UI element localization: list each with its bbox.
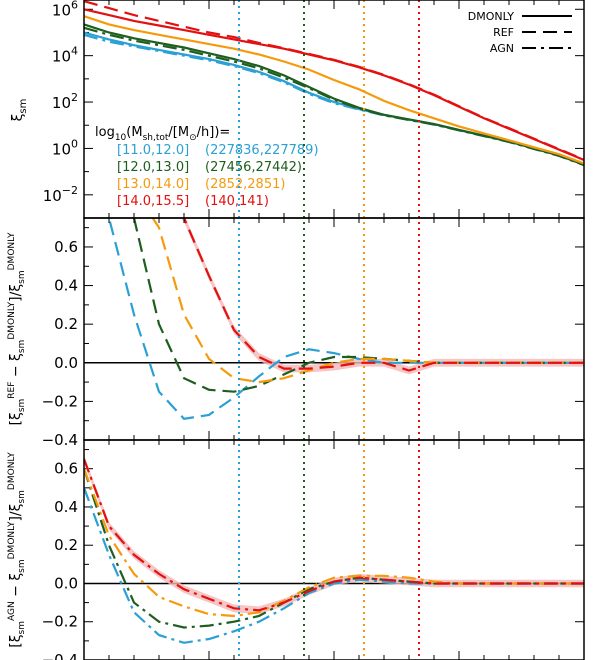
ylabel-sup: AGN xyxy=(7,601,17,621)
y-tick-label: 10−2 xyxy=(43,184,78,205)
ylabel-sub: sm xyxy=(17,270,27,283)
y-tick-label: 0.0 xyxy=(54,574,78,592)
ylabel-div: ]/ξ xyxy=(8,284,24,302)
middle-panel: 0.60.40.20.0−0.2−0.4[ξsmREF − ξsmDMONLY]… xyxy=(7,218,584,449)
residual-line-bin2 xyxy=(84,468,584,618)
legend-label-dmonly: DMONLY xyxy=(468,10,515,23)
ylabel-open: [ξ xyxy=(8,412,24,425)
title-log: log xyxy=(95,125,115,140)
vertical-markers xyxy=(238,0,420,660)
ylabel-open: [ξ xyxy=(8,634,24,647)
mass-bin-range: [13.0,14.0] xyxy=(117,177,189,192)
y-tick-label: −0.4 xyxy=(42,651,78,660)
title-end: /h])= xyxy=(197,125,231,140)
panel-frame xyxy=(83,217,585,441)
y-tick-label: 0.4 xyxy=(54,498,78,516)
tick-exponent: 0 xyxy=(71,137,78,150)
ylabel-sup: DMONLY xyxy=(7,301,17,339)
panel-frame xyxy=(83,439,585,660)
ylabel-sup: DMONLY xyxy=(7,232,17,270)
y-tick-label: 0.6 xyxy=(54,460,78,478)
error-band-bin3 xyxy=(84,455,584,615)
tick-exponent: −2 xyxy=(62,184,78,197)
y-tick-label: −0.2 xyxy=(42,613,78,631)
ylabel-sup: REF xyxy=(7,382,17,399)
ylabel-sub: sm xyxy=(17,559,27,572)
ylabel-minus: − ξ xyxy=(8,573,24,601)
series-line-agn-bin0 xyxy=(83,33,585,167)
tick-base: 10 xyxy=(43,187,62,205)
y-axis-label: [ξsmREF − ξsmDMONLY]/ξsmDMONLY xyxy=(7,232,27,425)
tick-base: 10 xyxy=(52,48,71,66)
residual-line-bin2 xyxy=(151,218,584,384)
tick-exponent: 4 xyxy=(71,45,78,58)
y-tick-label: 102 xyxy=(52,91,78,112)
tick-base: 10 xyxy=(52,1,71,19)
ylabel-sub: sm xyxy=(17,490,27,503)
mass-legend-title: log10(Msh,tot/[M⊙/h])= xyxy=(95,125,230,143)
ylabel-sub: sm xyxy=(17,399,27,412)
ylabel-minus: − ξ xyxy=(8,353,24,381)
bottom-panel: 0.60.40.20.0−0.2−0.4[ξsmAGN − ξsmDMONLY]… xyxy=(7,449,584,660)
title-mass: (M xyxy=(126,125,142,140)
tick-exponent: 2 xyxy=(71,91,78,104)
y-tick-label: −0.4 xyxy=(42,431,78,449)
tick-base: 10 xyxy=(52,94,71,112)
ylabel-div: ]/ξ xyxy=(8,504,24,522)
mass-bin-counts: (2852,2851) xyxy=(205,177,285,192)
ylabel-sup: DMONLY xyxy=(7,521,17,559)
y-axis-label-main: ξ xyxy=(10,114,26,122)
y-axis-label-sub: sm xyxy=(18,99,29,114)
y-tick-label: −0.2 xyxy=(42,392,78,410)
series-line-ref-bin3 xyxy=(83,0,585,161)
top-panel: 10610410210010−2ξsmDMONLYREFAGNlog10(Msh… xyxy=(10,0,585,209)
y-tick-label: 0.2 xyxy=(54,315,78,333)
legend-label-ref: REF xyxy=(493,26,514,39)
y-tick-label: 104 xyxy=(52,45,78,66)
title-unit: /[M xyxy=(168,125,189,140)
y-tick-label: 106 xyxy=(52,0,78,19)
mass-bin-counts: (140,141) xyxy=(205,194,269,209)
mass-bin-range: [14.0,15.5] xyxy=(117,194,189,209)
tick-exponent: 6 xyxy=(71,0,78,11)
residual-line-bin0 xyxy=(84,487,584,644)
residual-line-bin1 xyxy=(84,468,584,629)
ylabel-sub: sm xyxy=(17,340,27,353)
mass-bin-counts: (27456,27442) xyxy=(205,160,302,175)
y-tick-label: 0.6 xyxy=(54,238,78,256)
mass-bin-range: [12.0,13.0] xyxy=(117,160,189,175)
title-log-base: 10 xyxy=(115,133,127,143)
series-line-dmonly-bin2 xyxy=(83,15,585,165)
y-axis-label: ξsm xyxy=(10,99,29,122)
legend-label-agn: AGN xyxy=(490,42,514,55)
ylabel-sup: DMONLY xyxy=(7,452,17,490)
y-axis-label: [ξsmAGN − ξsmDMONLY]/ξsmDMONLY xyxy=(7,452,27,648)
y-tick-label: 100 xyxy=(52,137,78,158)
mass-bin-range: [11.0,12.0] xyxy=(117,143,189,158)
series-line-agn-bin1 xyxy=(83,26,585,167)
title-mass-sub: sh,tot xyxy=(143,133,169,143)
title-sun-symbol: ⊙ xyxy=(189,133,197,143)
y-tick-label: 0.4 xyxy=(54,277,78,295)
ylabel-sub: sm xyxy=(17,621,27,634)
tick-base: 10 xyxy=(52,140,71,158)
panel-frames xyxy=(83,0,585,660)
residual-line-bin3 xyxy=(84,458,584,612)
y-tick-label: 0.0 xyxy=(54,354,78,372)
mass-bin-counts: (227836,227789) xyxy=(205,143,319,158)
y-tick-label: 0.2 xyxy=(54,536,78,554)
